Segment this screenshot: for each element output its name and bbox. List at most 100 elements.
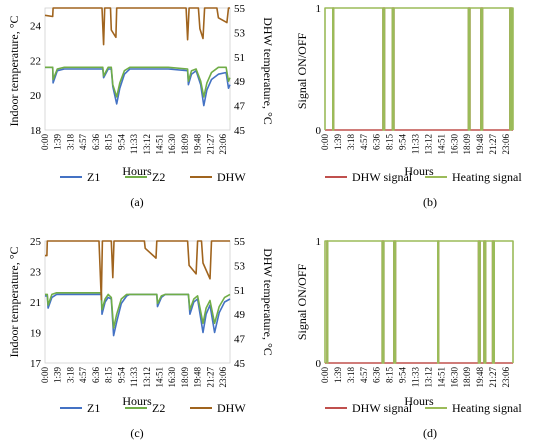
x-tick-label: 9:54 xyxy=(116,367,126,384)
legend-entry: DHW signal xyxy=(352,170,413,184)
panel-b-label: (b) xyxy=(423,195,437,209)
legend-entry: Z1 xyxy=(87,170,100,184)
legend-entry: Heating signal xyxy=(452,401,522,415)
x-tick-label: 14:51 xyxy=(436,367,446,388)
legend-entry: DHW xyxy=(217,401,246,415)
x-tick-label: 1:39 xyxy=(53,367,63,384)
x-tick-label: 6:36 xyxy=(372,367,382,384)
x-tick-label: 8:15 xyxy=(104,134,114,151)
panel-b-series xyxy=(324,7,514,131)
x-tick-label: 19:48 xyxy=(193,134,203,155)
panel-c-label: (c) xyxy=(130,426,143,440)
x-tick-label: 19:48 xyxy=(193,367,203,388)
x-tick-label: 11:33 xyxy=(410,134,420,155)
y-tick-label: 24 xyxy=(30,20,42,32)
x-tick-label: 18:09 xyxy=(462,367,472,388)
x-tick-label: 11:33 xyxy=(410,367,420,388)
x-tick-label: 18:09 xyxy=(462,134,472,155)
y2-tick-label: 51 xyxy=(234,285,245,297)
x-tick-label: 16:30 xyxy=(449,134,459,155)
x-tick-label: 23:06 xyxy=(501,367,511,388)
panel-d: 0:00 1:39 3:18 4:57 6:36 8:15 9:54 11:33 13:12 14… xyxy=(295,236,522,440)
panel-a-y2label: DHW temperature, °C xyxy=(261,17,275,125)
panel-c-x-ticks: 0:00 1:39 3:18 4:57 6:36 8:15 9:54 11:33 13:12 14… xyxy=(40,367,228,388)
panel-a-x-ticks: 0:00 1:39 3:18 4:57 6:36 8:15 9:54 11:33 13:12 14… xyxy=(40,134,228,155)
panel-a: 0:00 1:39 3:18 4:57 6:36 8:15 9:54 11:33 13:12 14… xyxy=(7,3,275,209)
panel-b-xlabel: Hours xyxy=(404,164,434,178)
x-tick-label: 19:48 xyxy=(475,367,485,388)
x-tick-label: 13:12 xyxy=(423,134,433,155)
x-tick-label: 21:27 xyxy=(205,134,215,155)
y-tick-label: 1 xyxy=(316,3,322,15)
series-line-dhw xyxy=(44,7,230,46)
x-tick-label: 21:27 xyxy=(205,367,215,388)
x-tick-label: 16:30 xyxy=(449,367,459,388)
y-tick-label: 0 xyxy=(316,125,322,137)
x-tick-label: 21:27 xyxy=(488,134,498,155)
y2-tick-label: 49 xyxy=(234,76,246,88)
panel-c: 0:00 1:39 3:18 4:57 6:36 8:15 9:54 11:33 13:12 14… xyxy=(7,236,275,440)
x-tick-label: 6:36 xyxy=(91,367,101,384)
x-tick-label: 4:57 xyxy=(78,134,88,151)
x-tick-label: 11:33 xyxy=(129,367,139,388)
panel-b-ylabel: Signal ON/OFF xyxy=(295,33,309,110)
y2-tick-label: 53 xyxy=(234,260,246,272)
x-tick-label: 1:39 xyxy=(53,134,63,151)
x-tick-label: 16:30 xyxy=(167,134,177,155)
x-tick-label: 9:54 xyxy=(116,134,126,151)
x-tick-label: 23:06 xyxy=(501,134,511,155)
panel-d-ylabel: Signal ON/OFF xyxy=(295,264,309,341)
y2-tick-label: 53 xyxy=(234,27,246,39)
y2-tick-label: 45 xyxy=(234,358,246,370)
panel-d-y-ticks: 01 xyxy=(316,236,322,370)
x-tick-label: 4:57 xyxy=(359,134,369,151)
series-line-dhw xyxy=(45,240,230,301)
y-tick-label: 0 xyxy=(316,358,322,370)
panel-b-legend: DHW signal Heating signal xyxy=(325,170,522,184)
x-tick-label: 6:36 xyxy=(372,134,382,151)
x-tick-label: 18:09 xyxy=(180,367,190,388)
x-tick-label: 3:18 xyxy=(65,367,75,384)
y-tick-label: 21 xyxy=(30,297,41,309)
y-tick-label: 19 xyxy=(30,328,42,340)
panel-a-xlabel: Hours xyxy=(122,164,152,178)
x-tick-label: 23:06 xyxy=(218,367,228,388)
panel-d-series xyxy=(324,240,514,364)
panel-c-xlabel: Hours xyxy=(122,394,152,408)
legend-entry: DHW signal xyxy=(352,401,413,415)
series-line-z2 xyxy=(45,66,231,98)
y2-tick-label: 47 xyxy=(234,101,246,113)
y2-tick-label: 45 xyxy=(234,125,246,137)
x-tick-label: 1:39 xyxy=(333,367,343,384)
x-tick-label: 8:15 xyxy=(385,367,395,384)
series-line-z2 xyxy=(45,292,231,329)
panel-d-x-ticks: 0:00 1:39 3:18 4:57 6:36 8:15 9:54 11:33 13:12 14… xyxy=(320,367,511,388)
x-tick-label: 3:18 xyxy=(346,134,356,151)
y2-tick-label: 55 xyxy=(234,3,246,15)
x-tick-label: 0:00 xyxy=(40,134,50,151)
x-tick-label: 18:09 xyxy=(180,134,190,155)
x-tick-label: 13:12 xyxy=(142,367,152,388)
x-tick-label: 6:36 xyxy=(91,134,101,151)
panel-c-y2label: DHW temperature, °C xyxy=(261,248,275,356)
y-tick-label: 22 xyxy=(30,55,41,67)
x-tick-label: 14:51 xyxy=(154,134,164,155)
y2-tick-label: 51 xyxy=(234,52,245,64)
y-tick-label: 20 xyxy=(30,90,42,102)
panel-a-y2-ticks: 45 47 49 51 53 55 xyxy=(234,3,246,137)
x-tick-label: 21:27 xyxy=(488,367,498,388)
x-tick-label: 16:30 xyxy=(167,367,177,388)
legend-entry: Z2 xyxy=(152,401,165,415)
series-line-z1 xyxy=(45,66,231,107)
x-tick-label: 8:15 xyxy=(104,367,114,384)
series-line-heating-signal xyxy=(324,240,514,364)
x-tick-label: 9:54 xyxy=(398,367,408,384)
x-tick-label: 0:00 xyxy=(320,134,330,151)
panel-d-legend: DHW signal Heating signal xyxy=(325,401,522,415)
x-tick-label: 4:57 xyxy=(78,367,88,384)
y-tick-label: 25 xyxy=(30,236,42,248)
legend-entry: DHW xyxy=(217,170,246,184)
x-tick-label: 13:12 xyxy=(423,367,433,388)
panel-a-ylabel: Indoor temperature, °C xyxy=(7,15,21,126)
panel-b: 0:00 1:39 3:18 4:57 6:36 8:15 9:54 11:33 13:12 14… xyxy=(295,3,522,209)
